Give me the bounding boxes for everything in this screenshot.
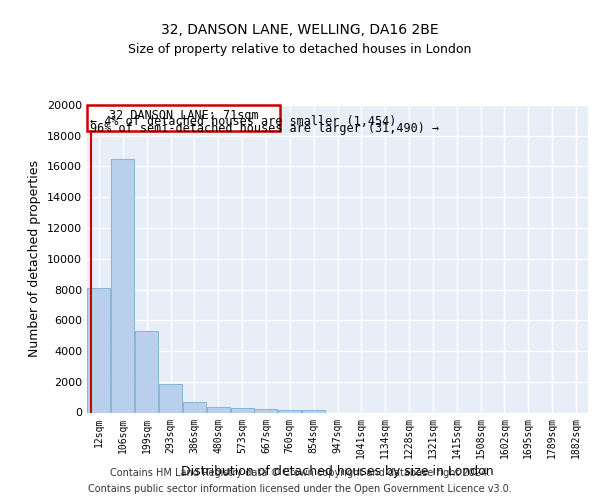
Bar [159, 384, 182, 412]
Text: ← 4% of detached houses are smaller (1,454): ← 4% of detached houses are smaller (1,4… [90, 114, 396, 128]
Bar [302, 410, 325, 412]
Y-axis label: Number of detached properties: Number of detached properties [28, 160, 41, 357]
Bar [278, 410, 301, 412]
X-axis label: Distribution of detached houses by size in London: Distribution of detached houses by size … [181, 466, 494, 478]
Bar [183, 402, 206, 412]
Bar [230, 408, 254, 412]
Text: 32, DANSON LANE, WELLING, DA16 2BE: 32, DANSON LANE, WELLING, DA16 2BE [161, 22, 439, 36]
Text: 32 DANSON LANE: 71sqm: 32 DANSON LANE: 71sqm [109, 110, 259, 122]
Bar [111, 159, 134, 412]
Bar [206, 407, 230, 412]
Text: 96% of semi-detached houses are larger (31,490) →: 96% of semi-detached houses are larger (… [90, 122, 439, 135]
Bar [88, 288, 110, 412]
Bar [88, 105, 280, 131]
Bar [135, 331, 158, 412]
Text: Contains public sector information licensed under the Open Government Licence v3: Contains public sector information licen… [88, 484, 512, 494]
Text: Contains HM Land Registry data © Crown copyright and database right 2024.: Contains HM Land Registry data © Crown c… [110, 468, 490, 477]
Bar [254, 409, 277, 412]
Text: Size of property relative to detached houses in London: Size of property relative to detached ho… [128, 42, 472, 56]
